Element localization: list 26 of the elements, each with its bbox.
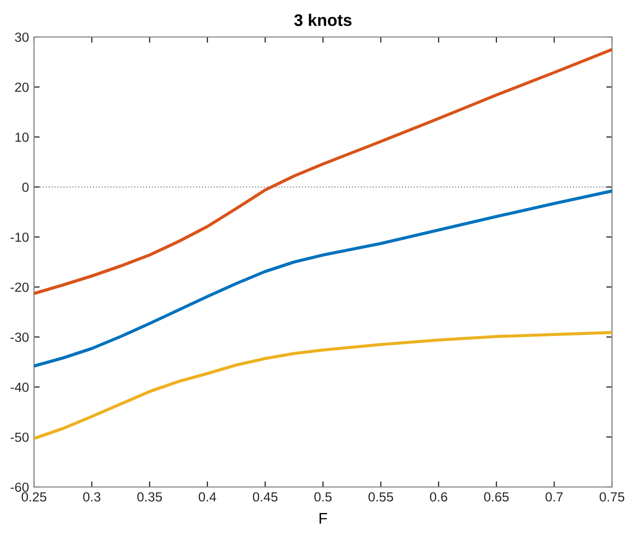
line-series: [34, 330, 612, 440]
y-tick-label: 20: [15, 82, 29, 92]
x-tick-label: 0.75: [600, 492, 624, 502]
y-tick-label: -30: [10, 332, 29, 342]
x-tick-label: 0.4: [198, 492, 216, 502]
x-tick-label: 0.45: [252, 492, 278, 502]
chart-title: 3 knots: [294, 14, 352, 26]
x-tick-label: 0.5: [314, 492, 332, 502]
x-tick-label: 0.65: [484, 492, 509, 502]
x-tick-label: 0.25: [22, 492, 46, 502]
x-tick-label: 0.55: [368, 492, 394, 502]
y-tick-label: -60: [10, 482, 29, 492]
y-tick-label: -10: [10, 232, 29, 242]
x-axis-title: F: [320, 513, 328, 524]
x-tick-label: 0.3: [83, 492, 100, 502]
y-tick-label: 30: [14, 32, 29, 42]
x-tick-label: 0.35: [137, 492, 162, 502]
x-tick-label: 0.6: [430, 492, 448, 502]
line-series: [34, 189, 612, 368]
y-tick-label: -50: [10, 432, 29, 442]
line-series: [34, 48, 612, 296]
y-tick-label: 10: [15, 132, 29, 142]
y-tick-label: -40: [10, 382, 29, 392]
x-tick-label: 0.7: [546, 492, 563, 502]
y-tick-label: 0: [22, 182, 29, 192]
y-tick-label: -20: [10, 282, 29, 292]
